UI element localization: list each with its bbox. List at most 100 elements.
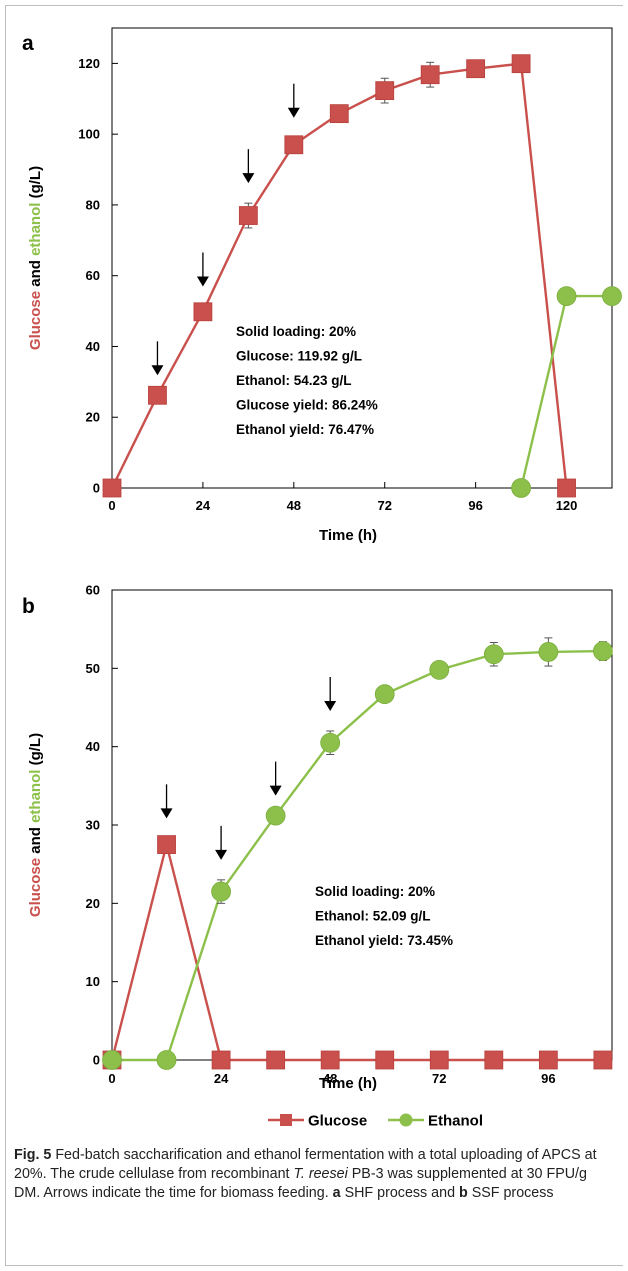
data-point-glucose [484, 1050, 504, 1070]
data-point-glucose [466, 59, 486, 79]
caption-organism: T. reesei [293, 1166, 348, 1182]
data-point-glucose [593, 1050, 613, 1070]
y-tick-label-b: 60 [86, 583, 100, 598]
x-tick-label-a: 48 [287, 498, 301, 513]
y-tick-label-a: 60 [86, 268, 100, 283]
feeding-arrow-head [287, 107, 300, 118]
data-point-ethanol [556, 286, 577, 307]
y-tick-label-a: 100 [78, 127, 100, 142]
annotation-line-a: Ethanol: 54.23 g/L [236, 373, 352, 388]
figure-frame [5, 5, 623, 1266]
data-point-glucose [211, 1050, 231, 1070]
y-axis-label-part-2: ethanol [27, 203, 44, 256]
x-tick-label-b: 72 [432, 1071, 446, 1086]
y-tick-label-b: 0 [93, 1053, 100, 1068]
data-point-glucose [375, 81, 395, 101]
data-point-glucose [266, 1050, 286, 1070]
y-axis-label-part-1: and [27, 823, 44, 858]
data-point-glucose [157, 835, 176, 854]
data-point-ethanol [538, 642, 559, 662]
caption-panel-a: a [332, 1185, 341, 1201]
caption-text-4: SSF process [467, 1185, 554, 1201]
series-ethanol-b [102, 637, 613, 1070]
feeding-arrow-head [160, 808, 173, 819]
legend-label-ethanol: Ethanol [428, 1113, 483, 1130]
data-point-glucose [284, 135, 304, 155]
annotation-line-a: Glucose yield: 86.24% [236, 398, 378, 413]
data-point-ethanol [374, 684, 395, 705]
x-tick-label-a: 0 [108, 498, 115, 513]
y-tick-label-b: 20 [86, 896, 100, 911]
feeding-arrow-head [242, 173, 255, 184]
data-point-glucose [329, 104, 349, 124]
x-tick-label-b: 0 [108, 1071, 115, 1086]
x-axis-label-a: Time (h) [319, 527, 377, 544]
x-tick-label-a: 96 [468, 498, 482, 513]
figure-caption: Fig. 5 Fed-batch saccharification and et… [14, 1146, 614, 1203]
data-point-ethanol [429, 660, 450, 680]
feeding-arrow-head [269, 785, 282, 796]
feeding-arrow-head [196, 276, 209, 287]
series-line-ethanol [519, 294, 612, 489]
data-point-glucose [557, 478, 576, 498]
series-glucose-b [102, 835, 613, 1070]
data-point-ethanol [211, 881, 231, 902]
panel-letter-a: a [22, 32, 34, 55]
legend-marker-ethanol [399, 1113, 413, 1127]
data-point-glucose [429, 1050, 449, 1070]
data-point-ethanol [511, 478, 531, 498]
plot-area-a [111, 27, 613, 489]
data-point-glucose [193, 302, 213, 322]
series-ethanol-a [511, 286, 622, 498]
data-point-ethanol [102, 1050, 122, 1070]
panel-a: a 0 20 40 60 80 100 120 0 24 48 72 96 120 Time (h) Gluc… [22, 27, 622, 544]
data-point-ethanol [602, 286, 622, 307]
x-tick-label-b: 48 [323, 1071, 337, 1086]
annotation-line-b: Ethanol yield: 73.45% [315, 933, 453, 948]
panel-letter-b: b [22, 595, 35, 618]
x-tick-label-b: 96 [541, 1071, 555, 1086]
panel-b: b 0 10 20 30 40 50 60 0 24 48 72 96 Time (h) Glucose a… [22, 583, 613, 1092]
data-point-glucose [320, 1050, 340, 1070]
y-axis-label-part-2: ethanol [27, 770, 44, 823]
plot-area-b [111, 589, 613, 1061]
x-tick-label-a: 24 [196, 498, 211, 513]
data-point-glucose [148, 385, 167, 405]
y-axis-label-b: Glucose and ethanol (g/L) [27, 733, 44, 917]
caption-fig-label: Fig. 5 [14, 1147, 52, 1163]
y-tick-label-b: 30 [86, 818, 100, 833]
series-line-ethanol [112, 649, 603, 1062]
data-point-glucose [375, 1050, 395, 1070]
data-point-glucose [238, 206, 258, 225]
data-point-ethanol [320, 732, 341, 753]
series-glucose-a [102, 54, 576, 498]
series-line-glucose [110, 844, 603, 1062]
feeding-arrow-head [215, 849, 228, 860]
annotation-line-a: Glucose: 119.92 g/L [236, 349, 362, 364]
feeding-arrow-head [324, 701, 337, 711]
caption-text-2: PB-3 was supplemented at 30 FPU/g DM. Ar… [14, 1166, 587, 1201]
y-axis-label-part-1: and [27, 256, 44, 291]
y-axis-label-part-3: (g/L) [27, 733, 44, 770]
data-point-glucose [420, 65, 440, 85]
annotation-line-b: Ethanol: 52.09 g/L [315, 909, 431, 924]
caption-text-3: SHF process and [340, 1185, 459, 1201]
annotation-line-a: Ethanol yield: 76.47% [236, 422, 374, 437]
data-point-glucose [538, 1050, 558, 1070]
feeding-arrow-head [151, 365, 164, 376]
y-axis-label-a: Glucose and ethanol (g/L) [27, 166, 44, 350]
data-point-ethanol [156, 1050, 177, 1070]
x-tick-label-b: 24 [214, 1071, 229, 1086]
data-point-ethanol [483, 644, 504, 665]
data-point-ethanol [593, 641, 613, 661]
y-tick-label-a: 80 [86, 197, 100, 212]
x-tick-label-a: 120 [556, 498, 578, 513]
x-axis-label-b: Time (h) [319, 1075, 377, 1092]
y-tick-label-a: 120 [78, 56, 100, 71]
y-tick-label-a: 0 [93, 481, 100, 496]
y-tick-label-b: 10 [86, 974, 100, 989]
x-tick-label-a: 72 [377, 498, 391, 513]
legend-label-glucose: Glucose [308, 1113, 367, 1130]
y-tick-label-a: 40 [86, 339, 100, 354]
